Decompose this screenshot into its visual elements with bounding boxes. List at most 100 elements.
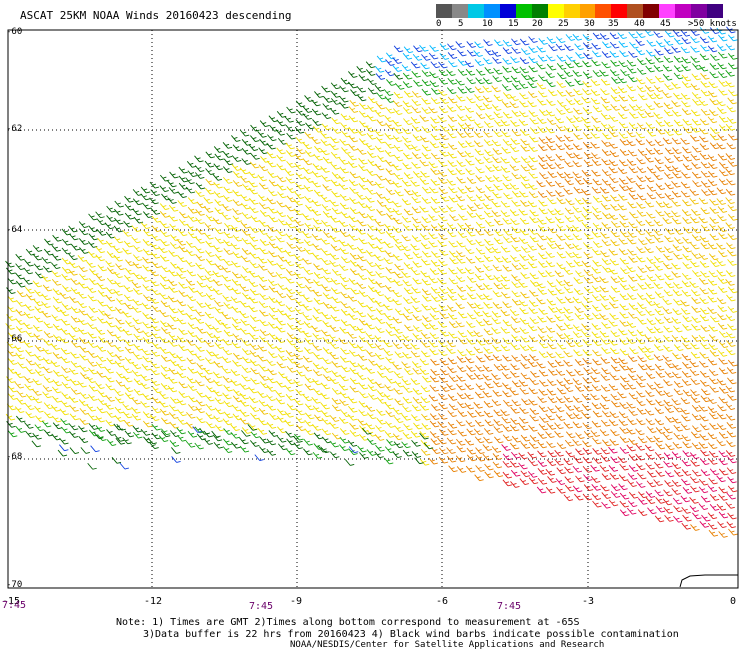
wind-barb <box>438 456 449 464</box>
wind-barb <box>537 270 548 278</box>
wind-barb <box>610 364 621 372</box>
wind-barb <box>70 243 81 251</box>
wind-barb <box>413 79 423 87</box>
wind-barb <box>619 293 630 301</box>
wind-barb <box>591 275 602 283</box>
wind-barb <box>41 310 51 318</box>
wind-barb <box>142 264 152 272</box>
wind-barb <box>564 178 574 186</box>
wind-barb <box>14 345 24 353</box>
map-frame <box>7 29 739 589</box>
wind-barb <box>90 445 100 453</box>
wind-barb <box>527 75 538 82</box>
wind-barb <box>249 359 260 366</box>
wind-barb <box>268 312 279 320</box>
wind-barb <box>672 363 682 370</box>
wind-barb <box>250 215 260 223</box>
wind-barb <box>206 349 216 357</box>
wind-barb <box>519 407 529 414</box>
wind-barb <box>230 296 241 304</box>
wind-barb <box>250 412 260 420</box>
wind-barb <box>518 299 529 307</box>
wind-barb <box>446 304 457 312</box>
wind-barb <box>689 281 699 288</box>
wind-barb <box>98 336 108 343</box>
wind-barb <box>591 402 602 410</box>
wind-barb <box>365 61 376 69</box>
wind-barb <box>168 367 179 375</box>
wind-barb <box>591 230 601 238</box>
wind-barb <box>195 379 205 387</box>
wind-barb <box>510 75 521 83</box>
wind-barb <box>257 391 267 398</box>
legend-label: 0 <box>436 19 442 29</box>
wind-barb <box>185 186 196 194</box>
wind-barb <box>536 45 546 53</box>
wind-barb <box>277 408 287 416</box>
wind-barb <box>700 72 710 80</box>
wind-barb <box>591 42 601 50</box>
wind-barb <box>69 296 79 303</box>
legend-label: 45 <box>660 19 671 29</box>
wind-barb <box>305 204 315 212</box>
wind-barb <box>501 84 512 91</box>
wind-barb <box>653 65 664 72</box>
wind-barb <box>710 127 720 134</box>
wind-barb <box>42 391 52 399</box>
wind-barb <box>474 436 485 444</box>
wind-barb <box>564 242 575 249</box>
wind-barb <box>608 114 619 122</box>
wind-barb <box>644 353 654 361</box>
wind-barb <box>159 210 170 218</box>
wind-barb <box>546 388 557 396</box>
wind-barb <box>565 151 576 159</box>
legend-swatch <box>611 4 628 18</box>
wind-barb <box>362 427 372 435</box>
wind-barb <box>69 413 80 421</box>
wind-barb <box>331 404 342 412</box>
wind-barb <box>401 378 412 386</box>
wind-barb <box>284 259 295 267</box>
wind-barb <box>403 118 413 125</box>
wind-barb <box>653 301 663 309</box>
wind-barb <box>340 319 351 327</box>
wind-barb <box>384 177 395 185</box>
wind-barb <box>222 151 233 158</box>
wind-barb <box>466 447 477 455</box>
wind-barb <box>628 192 639 200</box>
wind-barb <box>581 213 591 220</box>
wind-barb <box>671 82 681 89</box>
wind-barb <box>545 260 556 268</box>
wind-barb <box>347 153 357 161</box>
wind-barb <box>349 360 359 368</box>
wind-barb <box>186 421 196 429</box>
wind-barb <box>248 280 259 288</box>
wind-barb <box>52 296 63 304</box>
wind-barb <box>709 217 719 224</box>
wind-barb <box>565 198 575 206</box>
wind-barb <box>177 418 187 425</box>
wind-barb <box>347 413 358 421</box>
wind-barb <box>420 350 431 358</box>
wind-barb <box>473 131 484 138</box>
wind-barb <box>700 80 710 88</box>
wind-barb <box>446 230 457 238</box>
wind-barb <box>518 81 529 89</box>
wind-barb <box>457 293 467 301</box>
wind-barb <box>582 339 592 346</box>
wind-barb <box>438 106 449 114</box>
wind-barb <box>223 384 233 392</box>
wind-barb <box>187 170 198 178</box>
wind-barb <box>493 237 504 245</box>
wind-barb <box>222 338 232 346</box>
wind-barb <box>322 357 332 365</box>
wind-barb <box>654 381 664 389</box>
wind-barb <box>60 356 71 364</box>
wind-barb <box>293 398 304 406</box>
wind-barb <box>70 340 81 348</box>
wind-barb <box>672 30 683 37</box>
wind-barb <box>339 326 349 334</box>
wind-barb <box>446 437 457 445</box>
legend-swatch <box>691 4 708 18</box>
wind-barb <box>564 296 575 304</box>
